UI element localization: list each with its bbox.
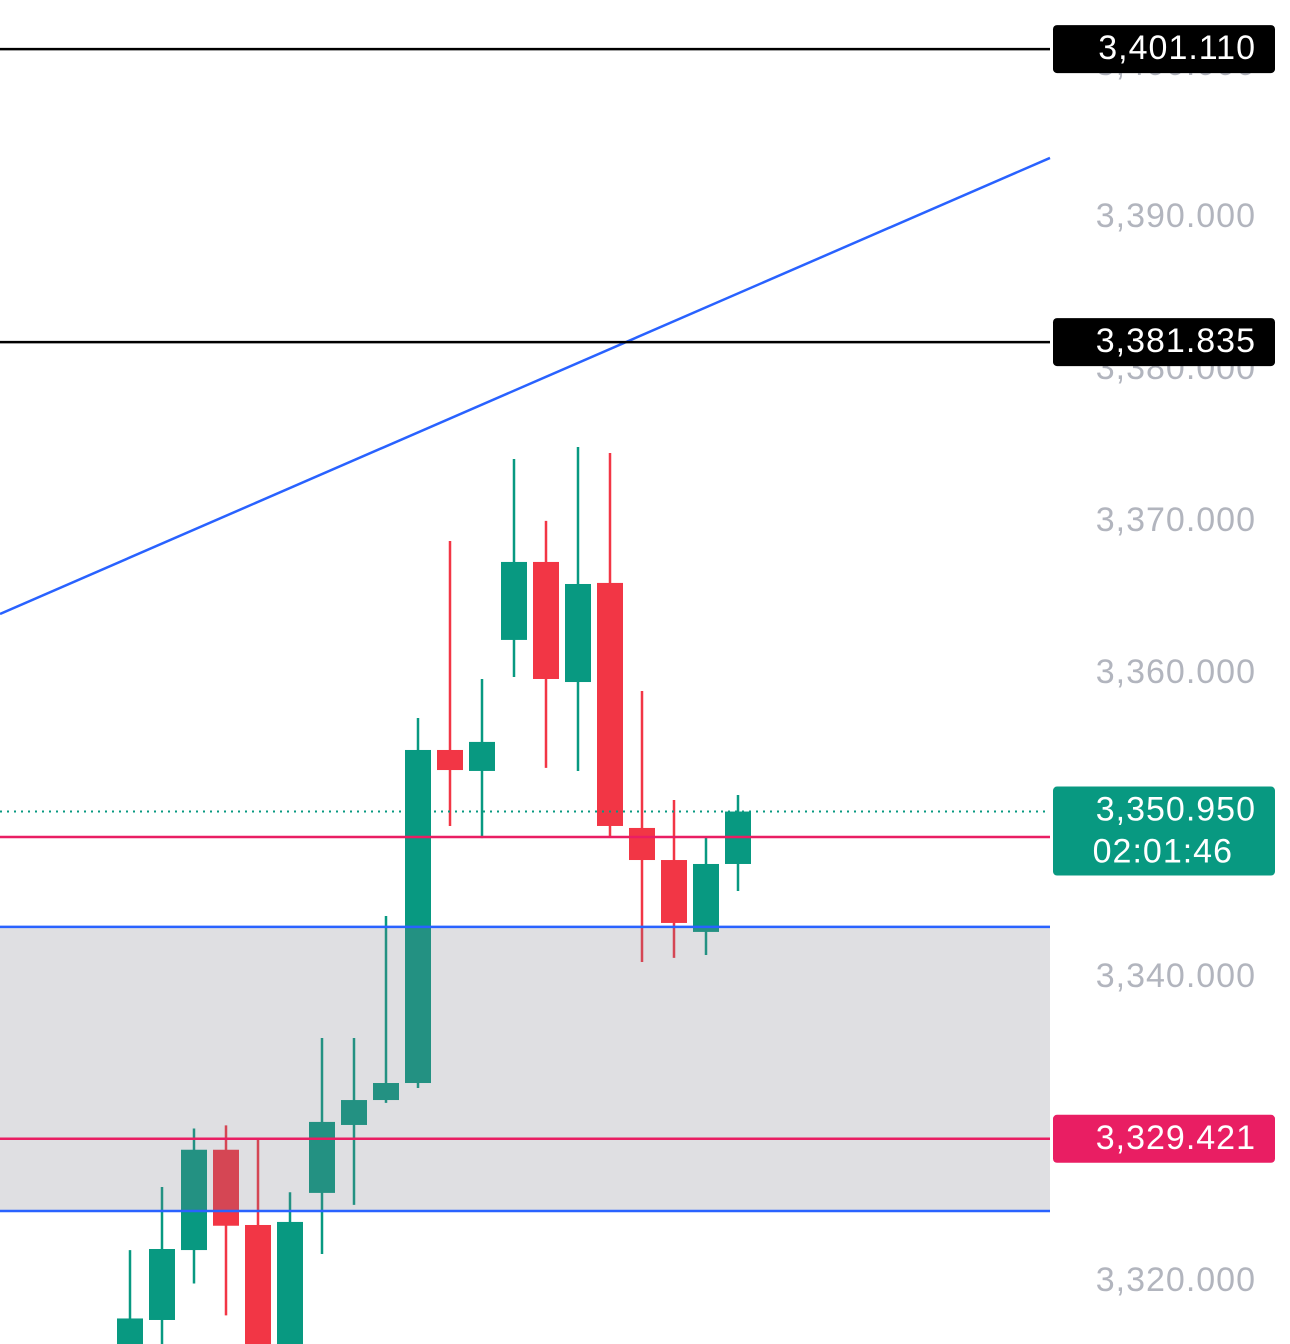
candle-body — [437, 749, 463, 771]
candle-body — [405, 749, 431, 1084]
price-label: 3,329.421 — [1096, 1119, 1256, 1157]
candle-body — [693, 863, 719, 932]
y-tick-label: 3,320.000 — [1096, 1261, 1256, 1299]
candle-body — [469, 741, 495, 771]
candle-body — [533, 561, 559, 679]
candle-body — [341, 1100, 367, 1125]
candle-body — [629, 827, 655, 861]
price-label-box — [1053, 318, 1275, 367]
y-tick-label: 3,360.000 — [1096, 653, 1256, 691]
price-label-box — [1053, 1114, 1275, 1163]
candle-body — [245, 1224, 271, 1344]
y-tick-label: 3,340.000 — [1096, 957, 1256, 995]
candle-body — [501, 561, 527, 640]
candle-body — [117, 1318, 143, 1344]
countdown: 02:01:46 — [1093, 833, 1233, 871]
price-label: 3,381.835 — [1096, 322, 1256, 360]
price-label: 3,401.110 — [1098, 29, 1256, 67]
candle-body — [181, 1149, 207, 1251]
y-tick-label: 3,370.000 — [1096, 501, 1256, 539]
price-label-box — [1053, 25, 1275, 74]
candle-body — [565, 583, 591, 683]
candle-body — [597, 582, 623, 826]
candle-body — [149, 1248, 175, 1320]
candle-body — [661, 860, 687, 923]
y-tick-label: 3,390.000 — [1096, 197, 1256, 235]
candle-body — [373, 1083, 399, 1101]
trendline — [0, 156, 1051, 616]
candle-body — [309, 1121, 335, 1193]
current-price-label: 3,350.950 — [1096, 791, 1256, 829]
candle-body — [277, 1221, 303, 1344]
zone — [0, 926, 1050, 1211]
current-price-box — [1053, 786, 1275, 876]
candle-body — [213, 1149, 239, 1226]
